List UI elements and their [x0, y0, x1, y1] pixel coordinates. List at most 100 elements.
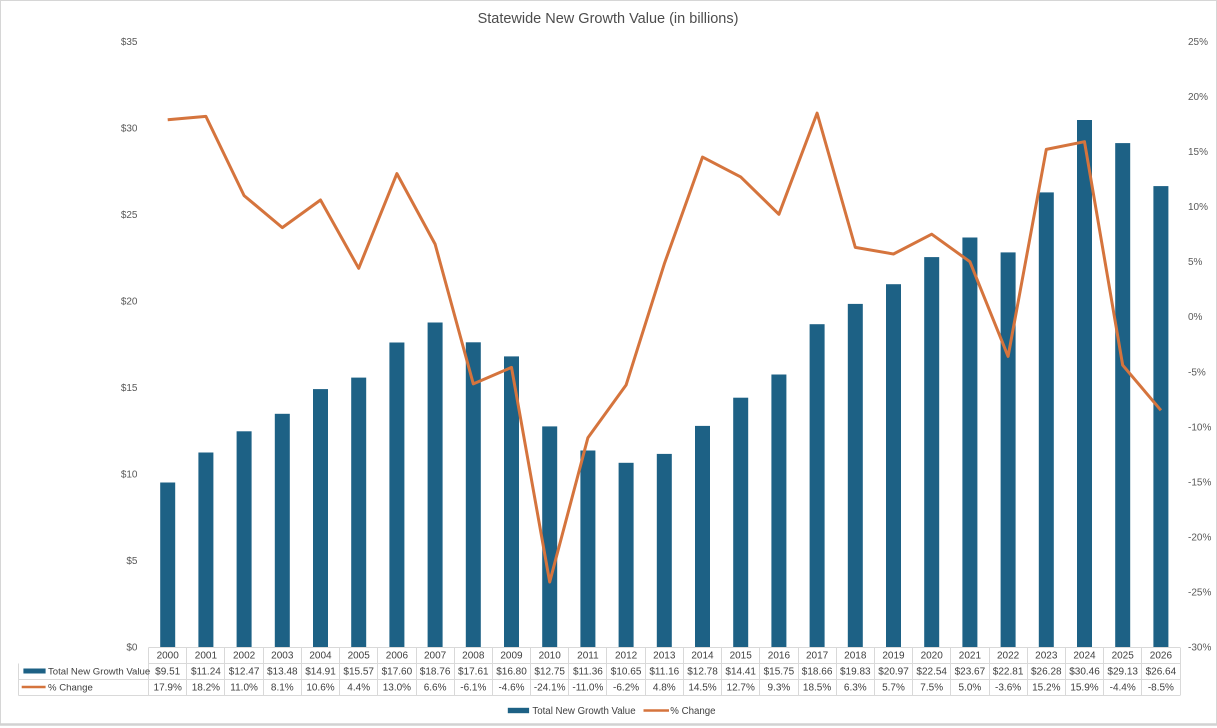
- svg-text:$22.81: $22.81: [993, 667, 1024, 678]
- svg-text:2020: 2020: [921, 651, 944, 662]
- svg-text:$11.24: $11.24: [191, 667, 221, 678]
- svg-text:2009: 2009: [500, 651, 523, 662]
- svg-text:-10%: -10%: [1188, 422, 1211, 433]
- svg-text:$16.80: $16.80: [496, 667, 527, 678]
- svg-text:2025: 2025: [1112, 651, 1135, 662]
- svg-text:10.6%: 10.6%: [306, 683, 334, 694]
- svg-text:2007: 2007: [424, 651, 447, 662]
- svg-text:15.9%: 15.9%: [1070, 683, 1098, 694]
- svg-text:$23.67: $23.67: [955, 667, 986, 678]
- svg-text:15%: 15%: [1188, 147, 1208, 158]
- svg-text:14.5%: 14.5%: [688, 683, 716, 694]
- svg-text:$18.66: $18.66: [802, 667, 833, 678]
- svg-text:$30: $30: [121, 124, 138, 135]
- svg-text:$25: $25: [121, 210, 138, 221]
- svg-text:-24.1%: -24.1%: [534, 683, 566, 694]
- svg-text:-3.6%: -3.6%: [995, 683, 1021, 694]
- svg-text:$17.61: $17.61: [458, 667, 489, 678]
- svg-text:-11.0%: -11.0%: [572, 683, 603, 694]
- svg-text:2012: 2012: [615, 651, 638, 662]
- svg-text:2002: 2002: [233, 651, 256, 662]
- svg-text:% Change: % Change: [48, 683, 93, 694]
- svg-text:Total New Growth Value: Total New Growth Value: [532, 706, 635, 717]
- svg-text:2008: 2008: [462, 651, 485, 662]
- svg-text:-15%: -15%: [1188, 477, 1211, 488]
- svg-text:$17.60: $17.60: [382, 667, 413, 678]
- svg-text:-20%: -20%: [1188, 532, 1211, 543]
- svg-text:13.0%: 13.0%: [383, 683, 411, 694]
- svg-text:$15: $15: [121, 383, 138, 394]
- svg-text:$29.13: $29.13: [1107, 667, 1138, 678]
- svg-text:$20: $20: [121, 297, 138, 308]
- svg-text:-30%: -30%: [1188, 643, 1211, 654]
- svg-text:8.1%: 8.1%: [271, 683, 294, 694]
- svg-text:-5%: -5%: [1188, 367, 1206, 378]
- svg-text:$35: $35: [121, 37, 138, 48]
- svg-text:2018: 2018: [844, 651, 867, 662]
- svg-text:2005: 2005: [348, 651, 371, 662]
- svg-text:$11.16: $11.16: [649, 667, 679, 678]
- svg-text:2022: 2022: [997, 651, 1020, 662]
- svg-text:-6.1%: -6.1%: [460, 683, 486, 694]
- svg-text:$10: $10: [121, 470, 138, 481]
- svg-text:15.2%: 15.2%: [1032, 683, 1060, 694]
- svg-text:$26.28: $26.28: [1031, 667, 1062, 678]
- svg-text:$9.51: $9.51: [155, 667, 180, 678]
- svg-text:$12.78: $12.78: [687, 667, 718, 678]
- svg-text:12.7%: 12.7%: [727, 683, 755, 694]
- svg-text:2011: 2011: [577, 651, 599, 662]
- svg-text:% Change: % Change: [670, 706, 715, 717]
- svg-text:2017: 2017: [806, 651, 829, 662]
- svg-text:6.3%: 6.3%: [844, 683, 867, 694]
- svg-text:2003: 2003: [271, 651, 294, 662]
- svg-text:4.8%: 4.8%: [653, 683, 676, 694]
- svg-text:11.0%: 11.0%: [230, 683, 258, 694]
- svg-text:$11.36: $11.36: [573, 667, 603, 678]
- svg-text:$22.54: $22.54: [916, 667, 947, 678]
- svg-text:2024: 2024: [1073, 651, 1096, 662]
- svg-text:-8.5%: -8.5%: [1148, 683, 1174, 694]
- svg-text:9.3%: 9.3%: [768, 683, 791, 694]
- svg-text:10%: 10%: [1188, 202, 1208, 213]
- svg-text:25%: 25%: [1188, 37, 1208, 48]
- svg-text:2001: 2001: [195, 651, 218, 662]
- svg-text:$12.47: $12.47: [229, 667, 260, 678]
- svg-text:2006: 2006: [386, 651, 409, 662]
- svg-text:4.4%: 4.4%: [347, 683, 370, 694]
- svg-text:$14.41: $14.41: [725, 667, 756, 678]
- svg-text:17.9%: 17.9%: [154, 683, 182, 694]
- svg-text:$10.65: $10.65: [611, 667, 642, 678]
- svg-text:$5: $5: [126, 556, 138, 567]
- svg-text:$18.76: $18.76: [420, 667, 451, 678]
- svg-text:5%: 5%: [1188, 257, 1203, 268]
- svg-text:2000: 2000: [157, 651, 180, 662]
- svg-text:2013: 2013: [653, 651, 676, 662]
- svg-text:2014: 2014: [691, 651, 714, 662]
- svg-text:2019: 2019: [882, 651, 905, 662]
- svg-text:5.7%: 5.7%: [882, 683, 905, 694]
- svg-text:-4.6%: -4.6%: [498, 683, 524, 694]
- svg-text:2016: 2016: [768, 651, 791, 662]
- svg-text:$14.91: $14.91: [305, 667, 336, 678]
- svg-text:$13.48: $13.48: [267, 667, 298, 678]
- svg-text:0%: 0%: [1188, 312, 1203, 323]
- svg-text:6.6%: 6.6%: [424, 683, 447, 694]
- svg-text:2026: 2026: [1150, 651, 1173, 662]
- svg-text:20%: 20%: [1188, 92, 1208, 103]
- svg-text:-25%: -25%: [1188, 588, 1211, 599]
- svg-text:$19.83: $19.83: [840, 667, 871, 678]
- svg-text:$26.64: $26.64: [1146, 667, 1177, 678]
- svg-text:2015: 2015: [730, 651, 753, 662]
- svg-text:2004: 2004: [309, 651, 332, 662]
- svg-text:18.5%: 18.5%: [803, 683, 831, 694]
- svg-text:$12.75: $12.75: [534, 667, 565, 678]
- svg-text:18.2%: 18.2%: [192, 683, 220, 694]
- svg-text:-6.2%: -6.2%: [613, 683, 639, 694]
- svg-text:$0: $0: [126, 643, 138, 654]
- svg-text:$30.46: $30.46: [1069, 667, 1100, 678]
- svg-text:$15.57: $15.57: [343, 667, 374, 678]
- svg-text:2021: 2021: [959, 651, 982, 662]
- svg-text:-4.4%: -4.4%: [1110, 683, 1136, 694]
- svg-text:5.0%: 5.0%: [959, 683, 982, 694]
- svg-text:7.5%: 7.5%: [920, 683, 943, 694]
